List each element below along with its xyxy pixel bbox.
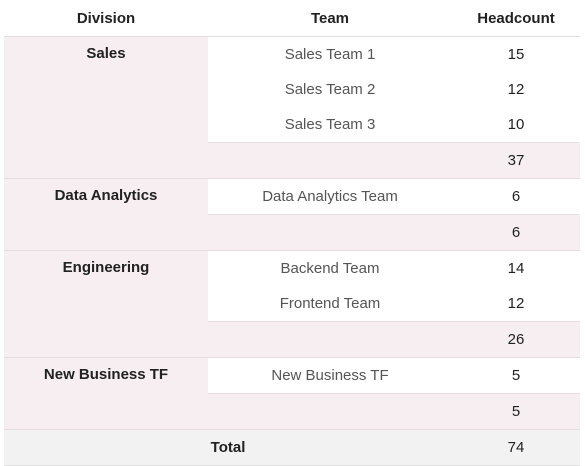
subtotal-headcount: 26 bbox=[452, 321, 580, 358]
subtotal-row: 5 bbox=[4, 393, 580, 430]
subtotal-row: 6 bbox=[4, 214, 580, 251]
table-row: Sales Team 2 12 bbox=[4, 72, 580, 107]
subtotal-headcount: 6 bbox=[452, 214, 580, 251]
table-row: Frontend Team 12 bbox=[4, 286, 580, 322]
headcount-table: Division Team Headcount Sales Sales Team… bbox=[4, 0, 580, 466]
team-cell: Frontend Team bbox=[279, 295, 381, 312]
division-cell: New Business TF bbox=[4, 357, 208, 430]
table-row: Data Analytics Data Analytics Team 6 bbox=[4, 178, 580, 251]
subtotal-team-cell bbox=[208, 393, 452, 430]
table-row: Engineering Backend Team 14 bbox=[4, 250, 580, 358]
total-headcount: 74 bbox=[452, 429, 580, 466]
total-row: Total 74 bbox=[4, 429, 580, 466]
team-cell: Sales Team 1 bbox=[284, 46, 376, 63]
division-cell: Sales bbox=[4, 36, 208, 179]
subtotal-row: 26 bbox=[4, 321, 580, 358]
subtotal-team-cell bbox=[208, 214, 452, 251]
subtotal-team-cell bbox=[208, 321, 452, 358]
header-row: Division Team Headcount bbox=[4, 0, 580, 37]
headcount-cell: 12 bbox=[507, 81, 525, 98]
table-row: New Business TF New Business TF 5 bbox=[4, 357, 580, 430]
headcount-cell: 12 bbox=[507, 295, 525, 312]
division-cell: Engineering bbox=[4, 250, 208, 358]
subtotal-headcount: 5 bbox=[452, 393, 580, 430]
team-cell: Data Analytics Team bbox=[262, 188, 398, 205]
subtotal-row: 37 bbox=[4, 142, 580, 179]
team-cell: Sales Team 3 bbox=[284, 116, 376, 133]
team-cell: Backend Team bbox=[280, 260, 380, 277]
team-cell: New Business TF bbox=[271, 367, 389, 384]
team-header: Team bbox=[208, 0, 452, 37]
headcount-cell: 14 bbox=[507, 260, 525, 277]
division-header: Division bbox=[4, 0, 208, 37]
table-row: Sales Team 3 10 bbox=[4, 107, 580, 143]
total-label: Total bbox=[4, 429, 452, 466]
table-row: Sales Sales Team 1 15 bbox=[4, 36, 580, 179]
division-cell: Data Analytics bbox=[4, 178, 208, 251]
headcount-cell: 5 bbox=[511, 367, 521, 384]
headcount-cell: 6 bbox=[511, 188, 521, 205]
headcount-cell: 15 bbox=[507, 46, 525, 63]
subtotal-headcount: 37 bbox=[452, 142, 580, 179]
headcount-header: Headcount bbox=[452, 0, 580, 37]
team-cell: Sales Team 2 bbox=[284, 81, 376, 98]
subtotal-team-cell bbox=[208, 142, 452, 179]
headcount-cell: 10 bbox=[507, 116, 525, 133]
